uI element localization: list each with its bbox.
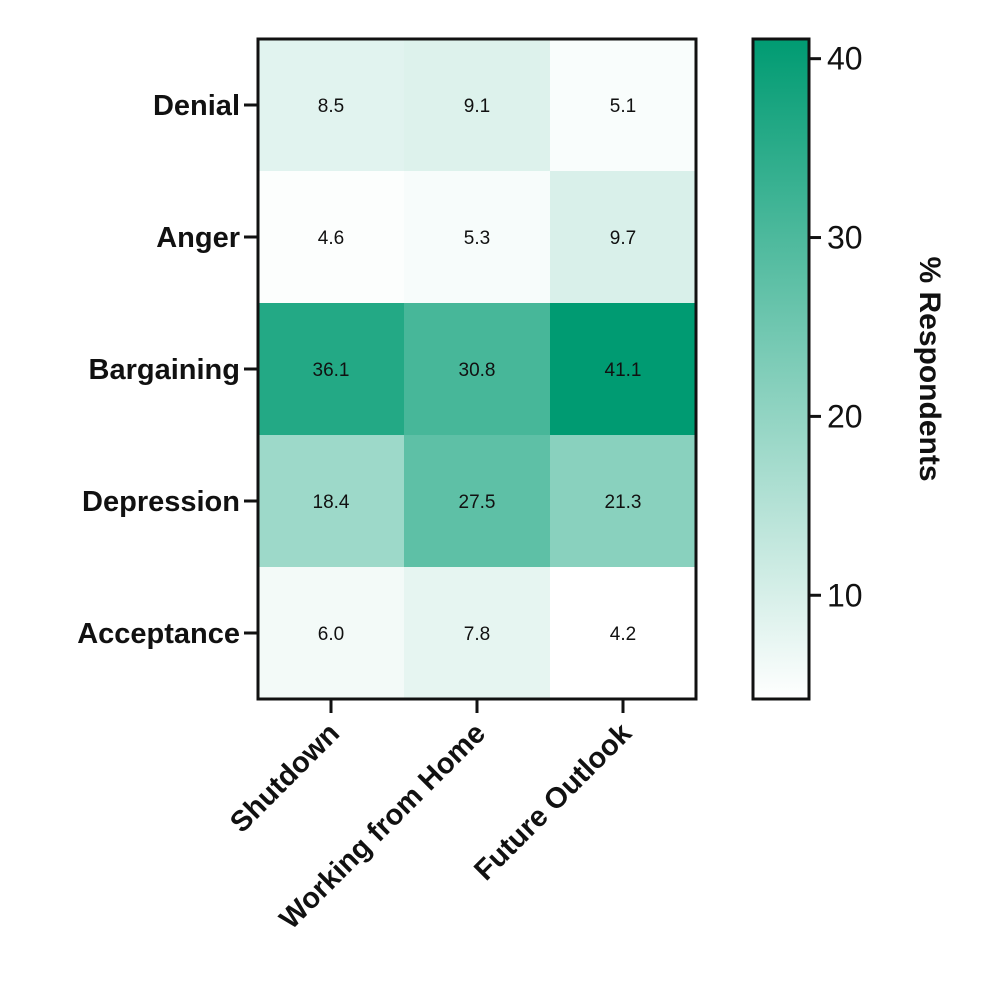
cell-value-label: 5.3 (464, 228, 490, 249)
colorbar-tick-label: 30 (827, 220, 863, 256)
heatmap-cell (404, 435, 550, 567)
colorbar-title: % Respondents (913, 256, 946, 481)
y-tick-label: Depression (82, 486, 240, 518)
cell-value-label: 6.0 (318, 624, 344, 645)
cell-value-label: 4.6 (318, 228, 344, 249)
heatmap-cell (550, 303, 696, 435)
heatmap-cell (550, 435, 696, 567)
cell-value-labels: 8.5 9.1 5.1 4.6 5.3 9.7 36.1 30.8 41.1 18.4 27.5 21… (313, 96, 642, 645)
y-axis: Denial Anger Bargaining Depression Acceptanc… (77, 90, 258, 650)
y-tick-label: Acceptance (77, 618, 240, 650)
heatmap-cell (258, 39, 404, 171)
y-tick-label: Bargaining (89, 354, 240, 386)
colorbar-tick-label: 40 (827, 41, 863, 77)
cell-value-label: 8.5 (318, 96, 344, 117)
cell-value-label: 27.5 (459, 492, 496, 513)
cell-value-label: 9.7 (610, 228, 636, 249)
colorbar-tick-label: 10 (827, 577, 863, 613)
heatmap-cell (258, 171, 404, 303)
cell-value-label: 4.2 (610, 624, 636, 645)
cell-value-label: 30.8 (459, 360, 496, 381)
colorbar-gradient (751, 37, 811, 701)
colorbar-tick-label: 20 (827, 398, 863, 434)
heatmap-cell (550, 171, 696, 303)
y-tick-label: Anger (156, 222, 240, 254)
heatmap-cell (550, 567, 696, 699)
heatmap-cell (404, 303, 550, 435)
heatmap-cell (404, 171, 550, 303)
cell-value-label: 41.1 (605, 360, 642, 381)
heatmap-cell (550, 39, 696, 171)
heatmap-cell (404, 567, 550, 699)
x-tick-label: Future Outlook (468, 717, 638, 887)
colorbar: 10 20 30 40 % Respondents (751, 37, 946, 701)
heatmap-cells (258, 39, 696, 699)
cell-value-label: 36.1 (313, 360, 350, 381)
heatmap-cell (404, 39, 550, 171)
cell-value-label: 21.3 (605, 492, 642, 513)
x-tick-label: Shutdown (224, 717, 346, 839)
cell-value-label: 9.1 (464, 96, 490, 117)
cell-value-label: 7.8 (464, 624, 490, 645)
y-tick-label: Denial (153, 90, 240, 122)
cell-value-label: 18.4 (313, 492, 350, 513)
heatmap-cell (258, 303, 404, 435)
colorbar-ticks: 10 20 30 40 (809, 41, 863, 613)
heatmap-cell (258, 435, 404, 567)
cell-value-label: 5.1 (610, 96, 636, 117)
heatmap-cell (258, 567, 404, 699)
